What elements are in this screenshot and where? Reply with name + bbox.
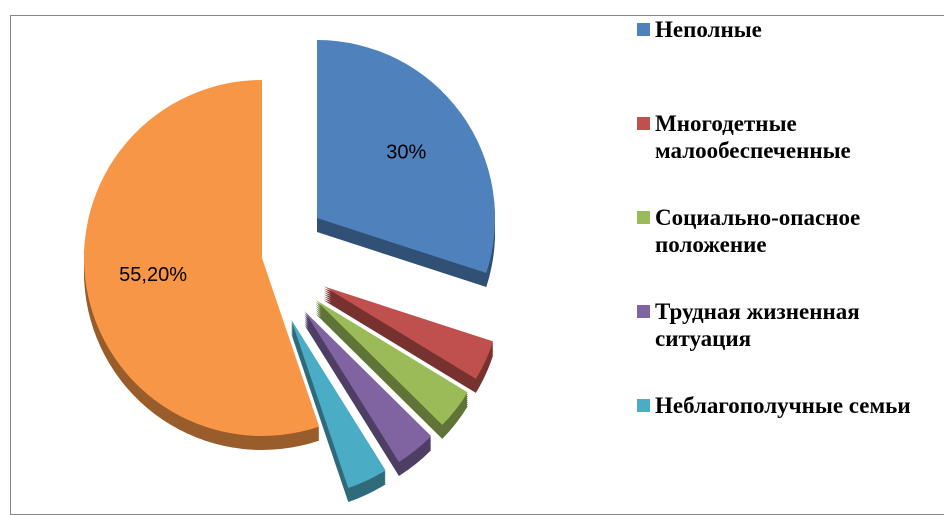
data-label: 30% (386, 141, 426, 163)
legend-swatch (637, 399, 650, 412)
slice (315, 299, 468, 425)
slice (323, 286, 494, 379)
legend-item: Неблагополучные семьи (637, 392, 937, 419)
legend-swatch (637, 211, 650, 224)
legend-item: Неполные (637, 16, 937, 43)
legend-label: Неблагополучные семьи (655, 393, 911, 418)
legend-swatch (637, 23, 650, 36)
legend-label: Неполные (655, 17, 762, 42)
legend-label: Трудная жизненная ситуация (655, 299, 860, 351)
legend-label: Социально-опасное положение (655, 205, 861, 257)
legend-swatch (637, 305, 650, 318)
legend-label: Многодетные малообеспеченные (655, 111, 851, 163)
legend-swatch (637, 117, 650, 130)
legend-item: Многодетные малообеспеченные (637, 110, 937, 164)
data-label: 55,20% (119, 264, 187, 286)
slice (304, 311, 432, 462)
slice (84, 80, 320, 437)
slice (291, 319, 386, 489)
slice (317, 40, 496, 274)
legend-item: Социально-опасное положение (637, 204, 937, 258)
legend-item: Трудная жизненная ситуация (637, 298, 937, 352)
